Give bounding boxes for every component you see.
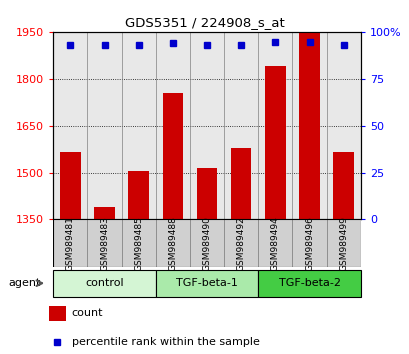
Bar: [224, 219, 258, 267]
Bar: [60, 152, 81, 219]
Bar: [128, 171, 148, 219]
Bar: [258, 219, 292, 267]
Bar: [326, 219, 360, 267]
Text: percentile rank within the sample: percentile rank within the sample: [72, 337, 259, 347]
Text: GSM989490: GSM989490: [202, 216, 211, 271]
Bar: [155, 270, 258, 297]
Bar: [265, 66, 285, 219]
Bar: [53, 270, 155, 297]
Bar: [196, 168, 217, 219]
Bar: [53, 219, 87, 267]
Text: GSM989485: GSM989485: [134, 216, 143, 271]
Text: GDS5351 / 224908_s_at: GDS5351 / 224908_s_at: [125, 16, 284, 29]
Bar: [292, 219, 326, 267]
Text: GSM989488: GSM989488: [168, 216, 177, 271]
Text: TGF-beta-2: TGF-beta-2: [278, 278, 340, 288]
Text: TGF-beta-1: TGF-beta-1: [176, 278, 237, 288]
Bar: [189, 219, 224, 267]
Text: agent: agent: [8, 278, 40, 288]
Text: GSM989483: GSM989483: [100, 216, 109, 271]
Bar: [333, 152, 353, 219]
Bar: [49, 306, 65, 321]
Bar: [121, 219, 155, 267]
Bar: [258, 270, 360, 297]
Bar: [155, 219, 189, 267]
Bar: [87, 219, 121, 267]
Text: GSM989492: GSM989492: [236, 216, 245, 271]
Text: GSM989494: GSM989494: [270, 216, 279, 271]
Text: count: count: [72, 308, 103, 318]
Bar: [162, 93, 183, 219]
Text: GSM989499: GSM989499: [338, 216, 347, 271]
Bar: [94, 207, 115, 219]
Bar: [230, 148, 251, 219]
Bar: [299, 32, 319, 219]
Text: GSM989481: GSM989481: [66, 216, 75, 271]
Text: GSM989496: GSM989496: [304, 216, 313, 271]
Text: control: control: [85, 278, 124, 288]
